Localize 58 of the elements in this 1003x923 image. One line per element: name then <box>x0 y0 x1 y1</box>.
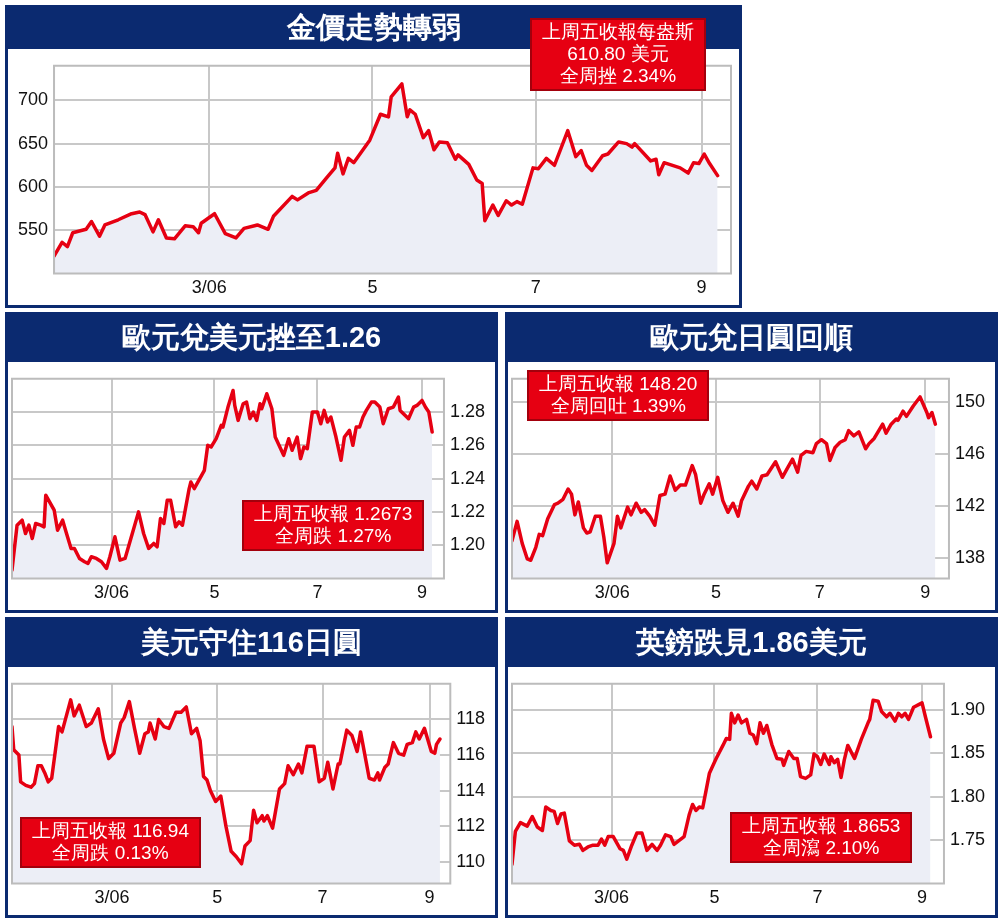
y-tick-label: 1.20 <box>449 534 486 555</box>
y-tick-label: 1.85 <box>949 742 986 763</box>
y-tick-label: 1.28 <box>449 401 486 422</box>
x-tick-label: 7 <box>530 277 541 298</box>
chart-title: 美元守住116日圓 <box>140 625 363 660</box>
y-tick-label: 116 <box>456 744 486 765</box>
x-tick-label: 9 <box>917 887 928 908</box>
x-tick-label: 7 <box>312 582 323 603</box>
x-tick-label: 3/06 <box>594 582 630 603</box>
y-tick-label: 1.80 <box>949 785 986 806</box>
y-tick-label: 550 <box>17 219 49 240</box>
y-tick-label: 1.22 <box>449 500 486 521</box>
y-tick-label: 110 <box>456 850 486 871</box>
x-tick-label: 3/06 <box>594 887 630 908</box>
x-tick-label: 5 <box>711 582 722 603</box>
text: 610.80 美元 <box>566 42 670 65</box>
y-tick-label: 1.75 <box>949 828 986 849</box>
annotation: 全周挫 2.34% <box>558 64 678 87</box>
y-tick-label: 138 <box>954 546 986 567</box>
x-tick-label: 3/06 <box>191 277 227 298</box>
x-tick-label: 7 <box>812 887 823 908</box>
x-tick-label: 9 <box>424 887 435 908</box>
y-tick-label: 1.26 <box>449 434 486 455</box>
y-tick-label: 118 <box>456 708 486 729</box>
y-tick-label: 700 <box>17 89 49 110</box>
x-tick-label: 7 <box>317 887 328 908</box>
x-tick-label: 5 <box>212 887 223 908</box>
y-tick-label: 650 <box>17 132 49 153</box>
chart-title: 金價走勢轉弱 <box>286 11 461 43</box>
annotation: 全周回吐 1.39% <box>549 394 687 417</box>
chart-title: 歐元兌日圓回順 <box>649 320 854 355</box>
chart-title: 英鎊跌見1.86美元 <box>635 625 868 660</box>
x-tick-label: 9 <box>920 582 931 603</box>
x-tick-label: 7 <box>814 582 825 603</box>
annotation: 上周五收報 1.8653 <box>742 815 901 837</box>
x-tick-label: 9 <box>417 582 428 603</box>
x-tick-label: 5 <box>367 277 378 298</box>
y-tick-label: 114 <box>456 779 486 800</box>
annotation: 上周五收報 116.94 <box>32 820 189 842</box>
y-tick-label: 112 <box>456 815 486 836</box>
annotation: 上周五收報 148.20 <box>539 373 698 395</box>
x-tick-label: 3/06 <box>94 887 130 908</box>
y-tick-label: 146 <box>954 442 986 463</box>
x-tick-label: 9 <box>696 277 707 298</box>
x-tick-label: 5 <box>209 582 220 603</box>
y-tick-label: 1.90 <box>949 698 986 719</box>
annotation: 全周跌 0.13% <box>51 841 170 864</box>
x-tick-label: 3/06 <box>94 582 130 603</box>
x-tick-label: 5 <box>709 887 720 908</box>
y-tick-label: 1.24 <box>449 467 486 488</box>
y-tick-label: 600 <box>17 175 49 196</box>
y-tick-label: 150 <box>954 391 986 412</box>
annotation: 上周五收報 1.2673 <box>254 503 413 525</box>
y-tick-label: 142 <box>954 494 986 515</box>
annotation: 全周跌 1.27% <box>274 524 393 547</box>
text: 上周五收報每盎斯 <box>542 21 694 43</box>
chart-title: 歐元兌美元挫至1.26 <box>120 320 383 355</box>
annotation: 全周瀉 2.10% <box>762 836 881 859</box>
